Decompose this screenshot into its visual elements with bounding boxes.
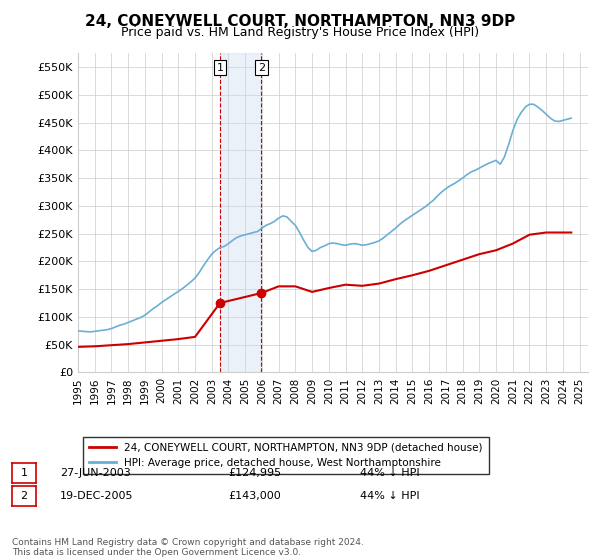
Text: 24, CONEYWELL COURT, NORTHAMPTON, NN3 9DP: 24, CONEYWELL COURT, NORTHAMPTON, NN3 9D… (85, 14, 515, 29)
Text: 44% ↓ HPI: 44% ↓ HPI (360, 491, 419, 501)
Text: 1: 1 (217, 63, 223, 73)
Text: Price paid vs. HM Land Registry's House Price Index (HPI): Price paid vs. HM Land Registry's House … (121, 26, 479, 39)
Bar (220, 53, 262, 372)
Text: 1: 1 (20, 468, 28, 478)
Text: 2: 2 (258, 63, 265, 73)
Legend: 24, CONEYWELL COURT, NORTHAMPTON, NN3 9DP (detached house), HPI: Average price, : 24, CONEYWELL COURT, NORTHAMPTON, NN3 9D… (83, 437, 488, 474)
Text: Contains HM Land Registry data © Crown copyright and database right 2024.
This d: Contains HM Land Registry data © Crown c… (12, 538, 364, 557)
Text: 44% ↓ HPI: 44% ↓ HPI (360, 468, 419, 478)
Text: £143,000: £143,000 (228, 491, 281, 501)
Text: 27-JUN-2003: 27-JUN-2003 (60, 468, 131, 478)
Text: 19-DEC-2005: 19-DEC-2005 (60, 491, 133, 501)
Text: 2: 2 (20, 491, 28, 501)
Text: £124,995: £124,995 (228, 468, 281, 478)
